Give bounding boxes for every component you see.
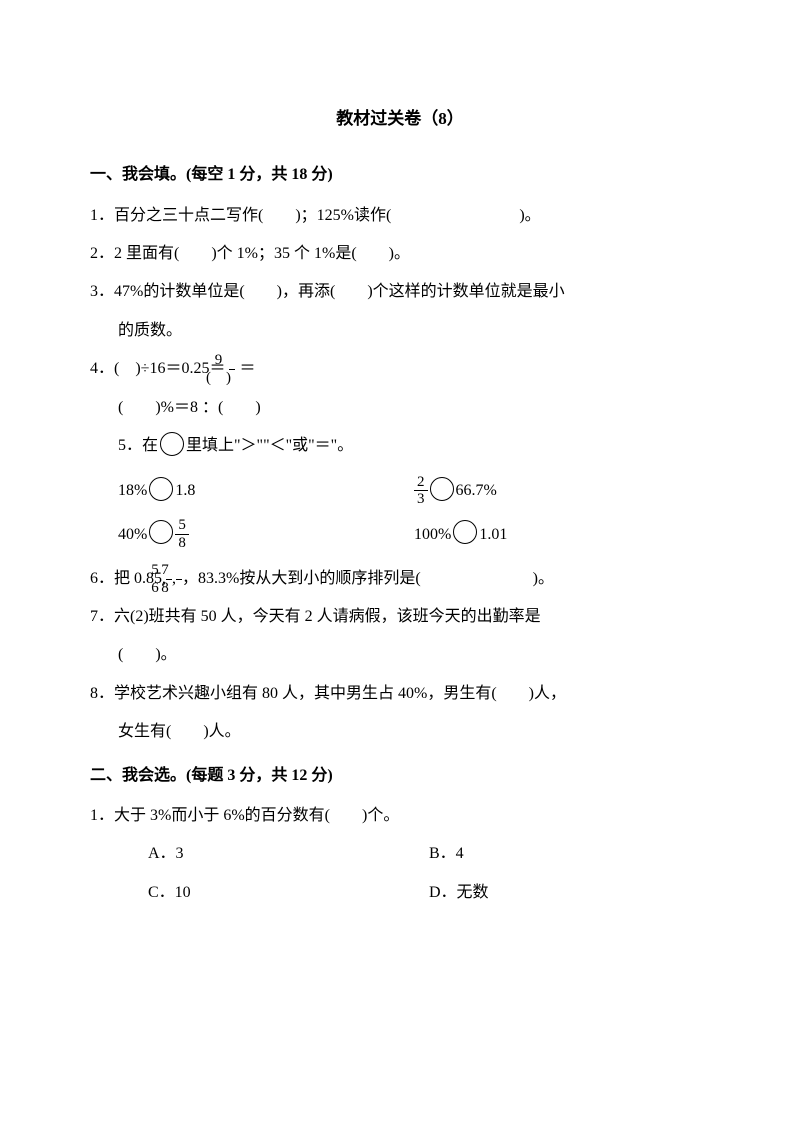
circle-icon xyxy=(149,520,173,544)
c3-right-frac: 5 8 xyxy=(175,517,189,551)
c4-left: 100% xyxy=(414,517,451,552)
q4: 4．( )÷16＝0.25＝ 9 ( ) ＝ xyxy=(90,350,710,388)
q8: 8．学校艺术兴趣小组有 80 人，其中男生占 40%，男生有( )人， xyxy=(90,675,710,713)
c3-left: 40% xyxy=(118,517,147,552)
opt-c: C．10 xyxy=(148,874,429,912)
circle-icon xyxy=(430,477,454,501)
q5-text-b: 里填上"＞""＜"或"＝"。 xyxy=(186,437,353,454)
q8-cont: 女生有( )人。 xyxy=(90,713,710,751)
q4-frac-num: 9 xyxy=(229,352,235,370)
q6: 6．把 0.85,56,78，83.3%按从大到小的顺序排列是( )。 xyxy=(90,560,710,598)
c2-right: 66.7% xyxy=(456,473,497,508)
q1: 1．百分之三十点二写作( )；125%读作( )。 xyxy=(90,197,710,235)
compare-3: 40% 5 8 xyxy=(118,517,414,552)
opt-d: D．无数 xyxy=(429,874,710,912)
c2-num: 2 xyxy=(414,474,428,492)
q4-eq: ＝ xyxy=(239,360,255,377)
opt-b: B．4 xyxy=(429,835,710,873)
q6-text-b: ，83.3%按从大到小的顺序排列是( )。 xyxy=(182,570,554,587)
compare-1: 18% 1.8 xyxy=(118,473,414,508)
q5: 5．在 里填上"＞""＜"或"＝"。 xyxy=(90,427,710,465)
c3-num: 5 xyxy=(175,517,189,535)
circle-icon xyxy=(149,477,173,501)
q4-fraction: 9 ( ) xyxy=(229,352,235,386)
q7: 7．六(2)班共有 50 人，今天有 2 人请病假，该班今天的出勤率是 xyxy=(90,598,710,636)
q4-frac-den: ( ) xyxy=(229,370,235,387)
section-2-heading: 二、我会选。(每题 3 分，共 12 分) xyxy=(90,758,710,793)
circle-icon xyxy=(453,520,477,544)
c1-right: 1.8 xyxy=(175,473,195,508)
compare-4: 100% 1.01 xyxy=(414,517,710,552)
q7-cont: ( )。 xyxy=(90,636,710,674)
c1-left: 18% xyxy=(118,473,147,508)
opt-a: A．3 xyxy=(148,835,429,873)
q2: 2．2 里面有( )个 1%；35 个 1%是( )。 xyxy=(90,235,710,273)
circle-icon xyxy=(160,432,184,456)
c3-den: 8 xyxy=(175,535,189,552)
q4-cont: ( )%＝8 ：( ) xyxy=(90,389,710,427)
compare-row-1: 18% 1.8 2 3 66.7% xyxy=(90,473,710,508)
q5-text-a: 5．在 xyxy=(118,437,158,454)
c2-den: 3 xyxy=(414,491,428,508)
q3-cont: 的质数。 xyxy=(90,312,710,350)
compare-2: 2 3 66.7% xyxy=(414,473,710,508)
compare-row-2: 40% 5 8 100% 1.01 xyxy=(90,517,710,552)
s2-q1: 1．大于 3%而小于 6%的百分数有( )个。 xyxy=(90,797,710,835)
c4-right: 1.01 xyxy=(479,517,507,552)
section-1-heading: 一、我会填。(每空 1 分，共 18 分) xyxy=(90,157,710,192)
q3: 3．47%的计数单位是( )，再添( )个这样的计数单位就是最小 xyxy=(90,273,710,311)
exam-page: 教材过关卷（8） 一、我会填。(每空 1 分，共 18 分) 1．百分之三十点二… xyxy=(0,0,800,972)
page-title: 教材过关卷（8） xyxy=(90,100,710,137)
s2-q1-opts-2: C．10 D．无数 xyxy=(90,874,710,912)
c2-left-frac: 2 3 xyxy=(414,474,428,508)
s2-q1-opts-1: A．3 B．4 xyxy=(90,835,710,873)
